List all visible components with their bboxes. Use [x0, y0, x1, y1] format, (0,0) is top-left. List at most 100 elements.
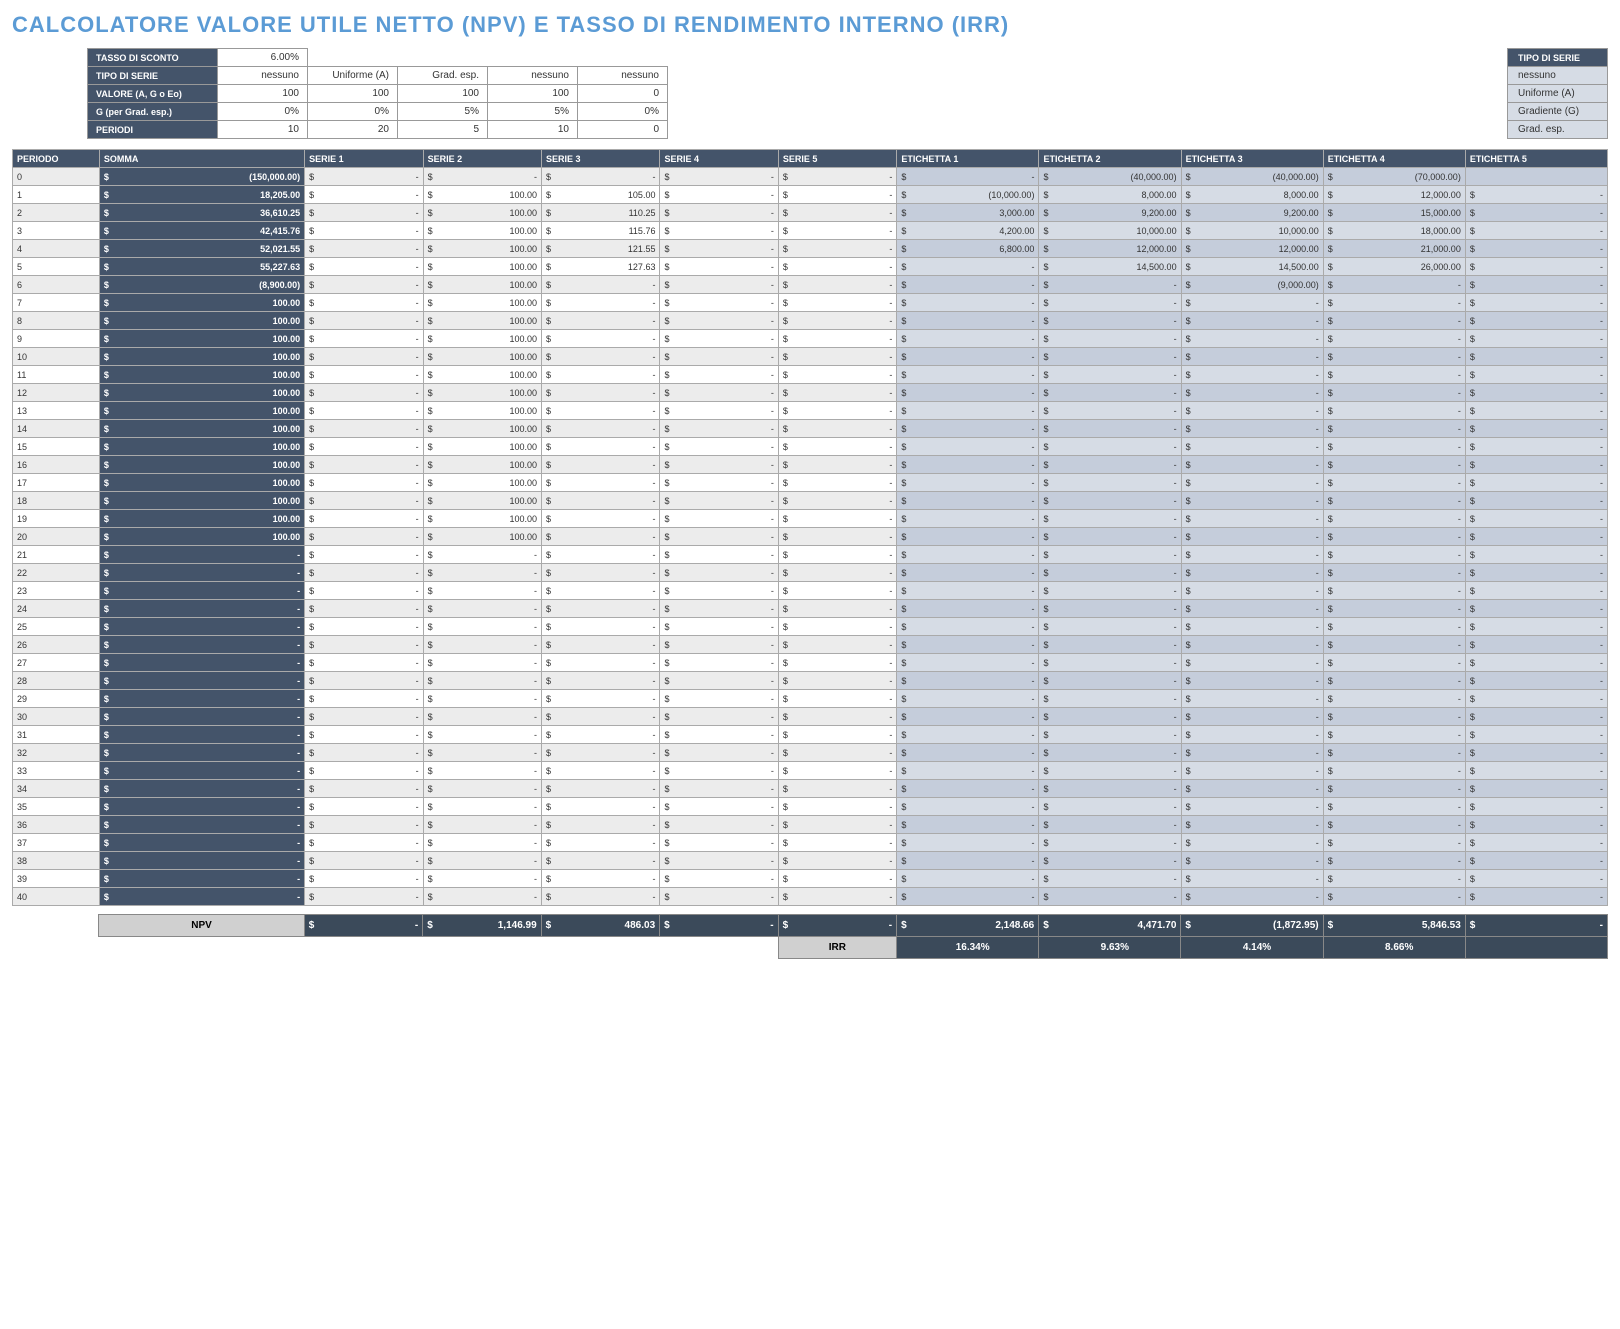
- cell[interactable]: $-: [660, 798, 778, 816]
- cell[interactable]: $-: [897, 564, 1039, 582]
- cell[interactable]: $100.00: [423, 528, 541, 546]
- cell[interactable]: $-: [305, 276, 423, 294]
- cell[interactable]: $-: [1465, 636, 1607, 654]
- cell[interactable]: $-: [897, 582, 1039, 600]
- cell[interactable]: $26,000.00: [1323, 258, 1465, 276]
- cell[interactable]: $-: [778, 798, 896, 816]
- cell[interactable]: $-: [542, 276, 660, 294]
- cell[interactable]: $-: [1323, 780, 1465, 798]
- cell[interactable]: $-: [305, 816, 423, 834]
- cell[interactable]: $-: [423, 798, 541, 816]
- cell[interactable]: $100.00: [423, 456, 541, 474]
- cell[interactable]: $-: [423, 654, 541, 672]
- cell[interactable]: $127.63: [542, 258, 660, 276]
- cell[interactable]: $100.00: [423, 438, 541, 456]
- cell[interactable]: $-: [897, 672, 1039, 690]
- param-value[interactable]: 5%: [398, 103, 488, 121]
- cell[interactable]: $-: [1181, 816, 1323, 834]
- cell[interactable]: $-: [542, 636, 660, 654]
- cell[interactable]: $-: [1465, 366, 1607, 384]
- cell[interactable]: $-: [542, 168, 660, 186]
- cell[interactable]: $-: [1181, 420, 1323, 438]
- param-value[interactable]: 100: [308, 85, 398, 103]
- cell[interactable]: $-: [542, 528, 660, 546]
- cell[interactable]: $-: [1465, 348, 1607, 366]
- cell[interactable]: $(40,000.00): [1039, 168, 1181, 186]
- cell[interactable]: $-: [542, 510, 660, 528]
- param-value[interactable]: Uniforme (A): [308, 67, 398, 85]
- cell[interactable]: $-: [542, 330, 660, 348]
- cell[interactable]: $-: [1181, 708, 1323, 726]
- cell[interactable]: $-: [897, 492, 1039, 510]
- cell[interactable]: $-: [305, 438, 423, 456]
- cell[interactable]: $-: [1323, 834, 1465, 852]
- cell[interactable]: $100.00: [423, 312, 541, 330]
- cell[interactable]: $-: [423, 618, 541, 636]
- cell[interactable]: $-: [778, 492, 896, 510]
- cell[interactable]: $-: [778, 888, 896, 906]
- cell[interactable]: $-: [778, 618, 896, 636]
- cell[interactable]: $-: [660, 510, 778, 528]
- cell[interactable]: $-: [1465, 294, 1607, 312]
- cell[interactable]: $-: [1181, 366, 1323, 384]
- cell[interactable]: $100.00: [423, 186, 541, 204]
- cell[interactable]: $-: [1465, 528, 1607, 546]
- cell[interactable]: $-: [660, 654, 778, 672]
- param-value[interactable]: 0%: [308, 103, 398, 121]
- cell[interactable]: $-: [778, 510, 896, 528]
- cell[interactable]: $-: [660, 744, 778, 762]
- cell[interactable]: $100.00: [423, 384, 541, 402]
- cell[interactable]: $-: [1465, 690, 1607, 708]
- cell[interactable]: $-: [1181, 762, 1323, 780]
- cell[interactable]: $(40,000.00): [1181, 168, 1323, 186]
- cell[interactable]: $-: [1323, 852, 1465, 870]
- cell[interactable]: $-: [1323, 798, 1465, 816]
- cell[interactable]: $-: [660, 186, 778, 204]
- cell[interactable]: $-: [1039, 708, 1181, 726]
- cell[interactable]: $-: [897, 744, 1039, 762]
- cell[interactable]: $-: [897, 618, 1039, 636]
- cell[interactable]: $-: [660, 708, 778, 726]
- cell[interactable]: $-: [542, 294, 660, 312]
- cell[interactable]: $-: [423, 744, 541, 762]
- cell[interactable]: $-: [897, 708, 1039, 726]
- cell[interactable]: $-: [897, 816, 1039, 834]
- cell[interactable]: $-: [778, 186, 896, 204]
- cell[interactable]: $-: [778, 834, 896, 852]
- cell[interactable]: $-: [1181, 510, 1323, 528]
- cell[interactable]: $-: [1465, 186, 1607, 204]
- cell[interactable]: $-: [305, 204, 423, 222]
- param-value[interactable]: 0: [578, 121, 668, 139]
- cell[interactable]: $-: [1181, 582, 1323, 600]
- cell[interactable]: $-: [660, 546, 778, 564]
- cell[interactable]: $-: [423, 870, 541, 888]
- cell[interactable]: $-: [1465, 834, 1607, 852]
- cell[interactable]: $-: [305, 852, 423, 870]
- cell[interactable]: $-: [660, 600, 778, 618]
- cell[interactable]: $-: [1181, 312, 1323, 330]
- cell[interactable]: $100.00: [423, 240, 541, 258]
- cell[interactable]: $-: [660, 168, 778, 186]
- cell[interactable]: $-: [1323, 366, 1465, 384]
- cell[interactable]: $-: [778, 690, 896, 708]
- cell[interactable]: $-: [1323, 510, 1465, 528]
- param-value[interactable]: 0%: [218, 103, 308, 121]
- cell[interactable]: $-: [660, 204, 778, 222]
- cell[interactable]: $-: [1039, 402, 1181, 420]
- cell[interactable]: $-: [1039, 564, 1181, 582]
- cell[interactable]: $-: [1465, 654, 1607, 672]
- cell[interactable]: $-: [305, 546, 423, 564]
- cell[interactable]: $-: [778, 582, 896, 600]
- cell[interactable]: $-: [897, 726, 1039, 744]
- cell[interactable]: $-: [897, 690, 1039, 708]
- cell[interactable]: $9,200.00: [1039, 204, 1181, 222]
- cell[interactable]: $-: [423, 636, 541, 654]
- cell[interactable]: $-: [1181, 726, 1323, 744]
- cell[interactable]: $-: [1465, 510, 1607, 528]
- cell[interactable]: $100.00: [423, 222, 541, 240]
- cell[interactable]: $-: [897, 384, 1039, 402]
- cell[interactable]: $-: [1039, 888, 1181, 906]
- cell[interactable]: $-: [542, 348, 660, 366]
- cell[interactable]: $-: [1039, 528, 1181, 546]
- cell[interactable]: $-: [542, 564, 660, 582]
